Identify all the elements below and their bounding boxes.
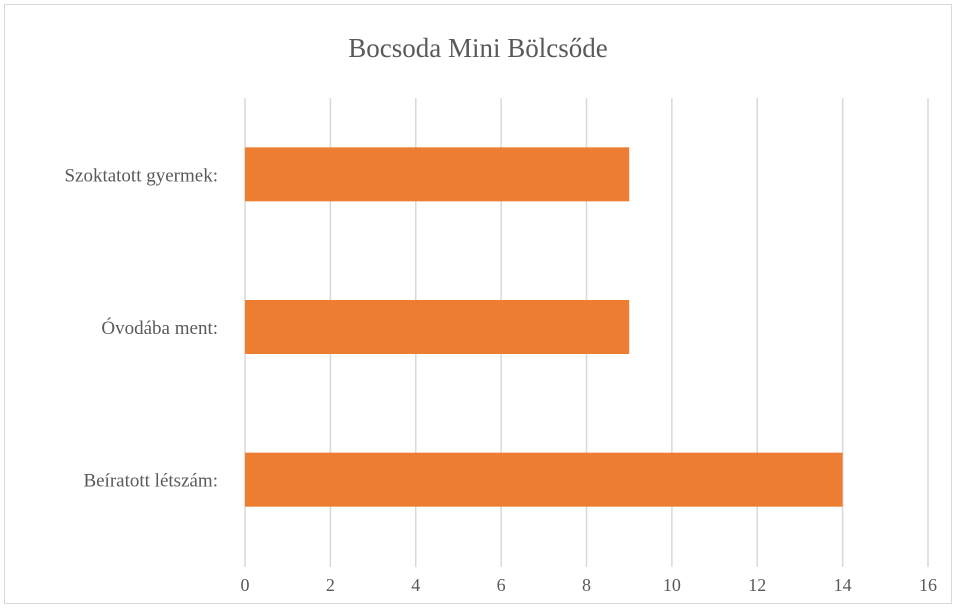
chart-title: Bocsoda Mini Bölcsőde [348,33,608,63]
bars [245,147,843,507]
bar [245,300,630,354]
x-tick-label: 6 [497,575,506,595]
x-tick-label: 16 [919,575,937,595]
x-tick-label: 14 [834,575,852,595]
x-tick-label: 8 [582,575,591,595]
x-tick-label: 10 [663,575,681,595]
category-label: Óvodába ment: [101,317,218,339]
x-tick-label: 4 [411,575,420,595]
x-tick-label: 0 [241,575,250,595]
x-tick-label: 2 [326,575,335,595]
bar [245,147,630,202]
x-tick-label: 12 [748,575,766,595]
category-labels: Szoktatott gyermek: Óvodába ment: Beíratot… [64,165,218,491]
bar [245,452,843,507]
category-label: Beíratott létszám: [83,471,218,492]
category-label: Szoktatott gyermek: [64,165,218,186]
x-axis-tick-labels: 0 2 4 6 8 10 12 14 16 [241,575,938,595]
